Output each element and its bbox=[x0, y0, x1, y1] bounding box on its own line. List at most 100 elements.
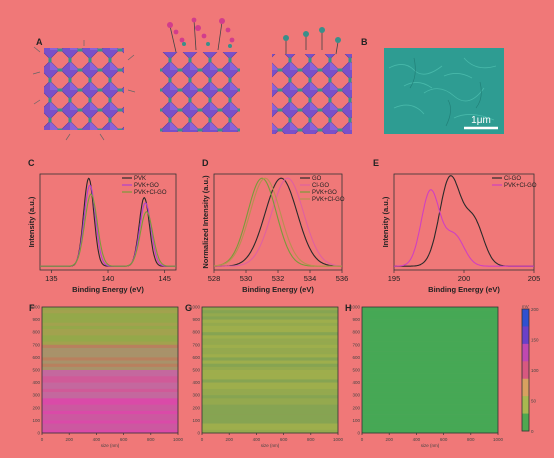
x-tick-label: 1000 bbox=[173, 437, 184, 442]
heatmap-band bbox=[202, 373, 338, 377]
structure-pvk-go bbox=[160, 17, 240, 132]
x-tick-label: 195 bbox=[388, 274, 401, 283]
legend-label: Cl-GO bbox=[312, 183, 329, 189]
x-axis-label: size (nm) bbox=[261, 443, 280, 448]
heatmap-band bbox=[202, 332, 338, 336]
heatmap-band bbox=[362, 351, 498, 355]
heatmap-band bbox=[202, 325, 338, 330]
heatmap-band bbox=[42, 410, 178, 415]
heatmap-band bbox=[202, 392, 338, 396]
y-tick-label: 1000 bbox=[30, 305, 41, 310]
heatmap-band bbox=[42, 347, 178, 352]
heatmap-band bbox=[202, 417, 338, 421]
panel-label-d: D bbox=[202, 158, 209, 168]
heatmap-band bbox=[42, 401, 178, 405]
heatmap-band bbox=[362, 410, 498, 415]
y-tick-label: 700 bbox=[352, 342, 360, 347]
heatmap-band bbox=[202, 322, 338, 327]
x-tick-label: 205 bbox=[528, 274, 541, 283]
heatmap-band bbox=[362, 382, 498, 387]
colorbar-segment bbox=[522, 378, 529, 397]
heatmap-band bbox=[202, 423, 338, 427]
heatmap-band bbox=[362, 354, 498, 358]
plot-frame bbox=[361, 306, 499, 434]
y-tick-label: 1000 bbox=[350, 305, 361, 310]
x-tick-label: 200 bbox=[65, 437, 73, 442]
heatmap-band bbox=[202, 351, 338, 355]
heatmap-band bbox=[42, 325, 178, 330]
y-tick-label: 600 bbox=[352, 355, 360, 360]
series-line-cl-go bbox=[214, 177, 343, 267]
heatmap-band bbox=[362, 401, 498, 405]
heatmap-band bbox=[42, 332, 178, 336]
x-tick-label: 200 bbox=[225, 437, 233, 442]
heatmap-band bbox=[202, 329, 338, 333]
heatmap-band bbox=[202, 370, 338, 374]
heatmap-band bbox=[362, 379, 498, 383]
legend-label: Cl-GO bbox=[504, 176, 521, 182]
heatmap-band bbox=[42, 414, 178, 418]
heatmap-band bbox=[362, 370, 498, 374]
y-tick-label: 900 bbox=[192, 317, 200, 322]
crystal-structures bbox=[32, 17, 352, 141]
y-tick-label: 100 bbox=[352, 418, 360, 423]
x-tick-label: 532 bbox=[272, 274, 285, 283]
heatmap-band bbox=[362, 307, 498, 311]
heatmap-band bbox=[42, 385, 178, 390]
x-tick-label: 536 bbox=[336, 274, 349, 283]
chart-c: 135 140 145 Binding Energy (eV) Intensity (a… bbox=[27, 173, 177, 294]
x-tick-label: 0 bbox=[201, 437, 204, 442]
heatmap-band bbox=[42, 307, 178, 311]
heatmap-band bbox=[202, 401, 338, 405]
heatmap-band bbox=[202, 426, 338, 431]
heatmap-band bbox=[202, 344, 338, 349]
x-tick-label: 800 bbox=[307, 437, 315, 442]
heatmap-band bbox=[42, 426, 178, 431]
heatmap-band bbox=[362, 360, 498, 364]
y-axis-label: Intensity (a.u.) bbox=[381, 196, 390, 247]
colorbar-segment bbox=[522, 361, 529, 380]
heatmap-band bbox=[202, 407, 338, 412]
heatmap-band bbox=[362, 325, 498, 330]
heatmap-band bbox=[362, 335, 498, 339]
heatmap-band bbox=[42, 379, 178, 383]
y-tick-label: 400 bbox=[352, 380, 360, 385]
heatmap-band bbox=[42, 363, 178, 368]
y-tick-label: 0 bbox=[357, 431, 360, 436]
y-tick-label: 200 bbox=[192, 405, 200, 410]
heatmap-band bbox=[42, 360, 178, 364]
y-tick-label: 100 bbox=[32, 418, 40, 423]
heatmap-band bbox=[202, 335, 338, 339]
heatmap-band bbox=[362, 332, 498, 336]
colorbar-unit: mV bbox=[522, 304, 529, 309]
structure-pvk bbox=[32, 40, 136, 141]
heatmap-band bbox=[42, 420, 178, 424]
y-axis-label: Intensity (a.u.) bbox=[27, 196, 36, 247]
heatmap-band bbox=[362, 316, 498, 320]
x-tick-label: 400 bbox=[253, 437, 261, 442]
legend-label: PVK+GO bbox=[312, 190, 337, 196]
series-line-pvk-go bbox=[40, 184, 176, 267]
heatmap-band bbox=[362, 407, 498, 412]
heatmap-band bbox=[42, 376, 178, 380]
heatmap-band bbox=[202, 388, 338, 393]
x-tick-label: 1000 bbox=[493, 437, 504, 442]
colorbar-segment bbox=[522, 326, 529, 345]
panel-label-g: G bbox=[185, 303, 193, 313]
heatmap-band bbox=[202, 313, 338, 317]
colorbar-segment bbox=[522, 413, 529, 432]
heatmap-band bbox=[362, 338, 498, 342]
series-line-pvk-cl-go bbox=[214, 177, 342, 267]
sem-image: 1μm bbox=[384, 48, 504, 134]
heatmap-band bbox=[202, 376, 338, 380]
heatmap-band bbox=[202, 360, 338, 364]
heatmap-band bbox=[362, 426, 498, 431]
legend-label: PVK+Cl-GO bbox=[504, 183, 537, 189]
heatmap-band bbox=[362, 392, 498, 396]
y-tick-label: 500 bbox=[192, 368, 200, 373]
heatmap-band bbox=[202, 310, 338, 314]
heatmap-band bbox=[42, 429, 178, 434]
legend-label: GO bbox=[312, 176, 322, 182]
x-axis-label: Binding Energy (eV) bbox=[428, 285, 500, 294]
heatmap-band bbox=[362, 322, 498, 327]
